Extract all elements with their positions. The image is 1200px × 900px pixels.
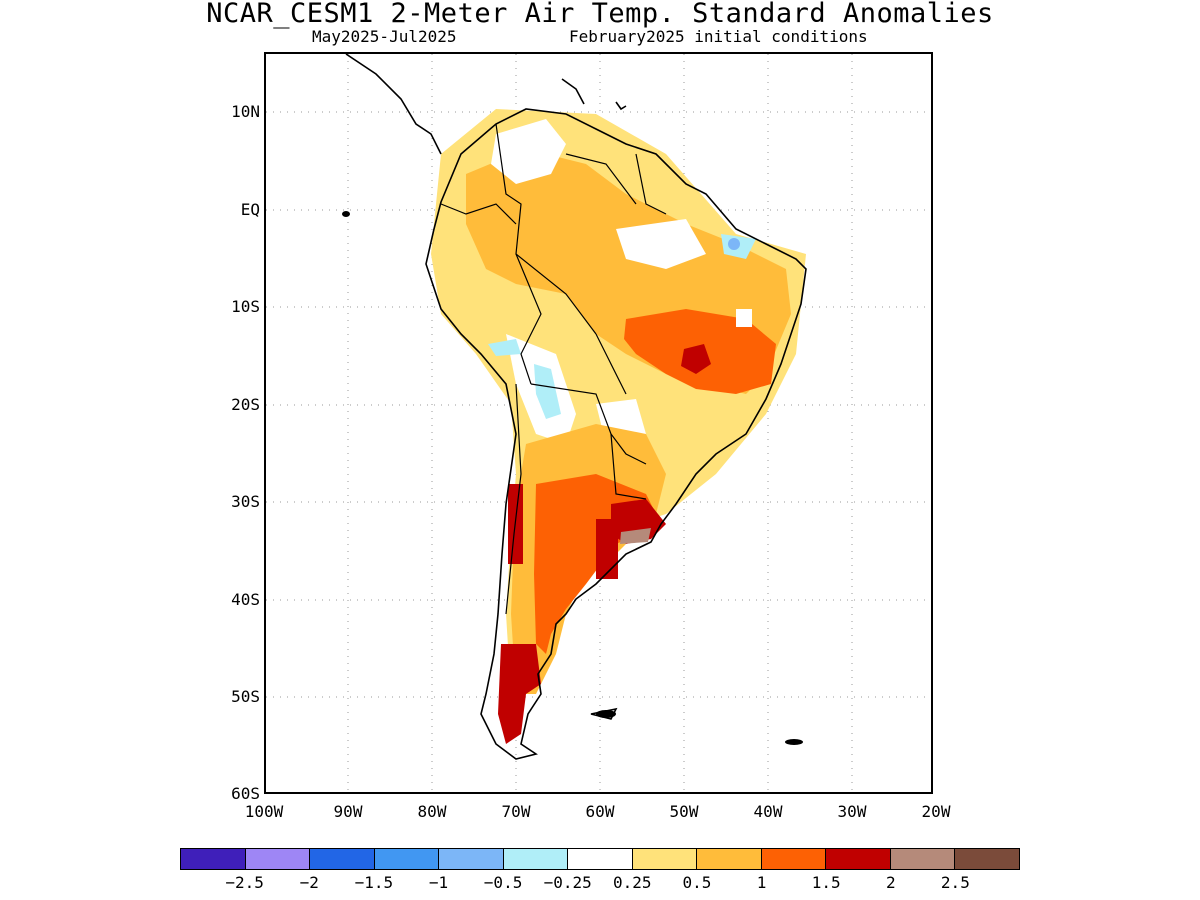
lat-label-60s: 60S [231,784,260,803]
lon-label-30w: 30W [837,802,867,821]
lat-label-50s: 50S [231,687,260,706]
legend-label: −1.5 [354,873,394,892]
legend-swatch [245,849,311,869]
legend-label: 1 [756,873,767,892]
legend-label: 2.5 [940,873,970,892]
anomaly-map [264,52,933,794]
lon-label-60w: 60W [585,802,615,821]
legend-label: −1 [428,873,449,892]
legend-label: −2.5 [225,873,264,892]
legend-swatch [826,849,891,869]
islands [342,211,803,745]
map-canvas [266,54,931,792]
legend-label: −0.5 [483,873,523,892]
legend-swatch [955,849,1019,869]
legend-label: 0.25 [613,873,652,892]
lat-label-10s: 10S [231,297,260,316]
lat-label-30s: 30S [231,492,260,511]
color-legend [180,848,1020,870]
lat-label-40s: 40S [231,590,260,609]
lat-label-20s: 20S [231,395,260,414]
legend-swatch [310,849,375,869]
borders [440,123,667,615]
lon-label-50w: 50W [669,802,699,821]
lon-label-90w: 90W [333,802,363,821]
anomaly-shading [431,109,806,744]
legend-swatch [697,849,762,869]
lat-label-eq: EQ [240,200,260,219]
legend-swatch [890,849,956,869]
legend-swatch [181,849,246,869]
legend-label: −2 [299,873,319,892]
legend-label: 2 [885,873,896,892]
forecast-period: May2025-Jul2025 [312,27,457,46]
legend-label: −0.25 [543,873,592,892]
lon-label-20w: 20W [921,802,951,821]
lon-label-100w: 100W [244,802,284,821]
lon-label-80w: 80W [417,802,447,821]
legend-swatch [568,849,633,869]
legend-swatch [439,849,504,869]
legend-swatch [374,849,440,869]
legend-swatch [632,849,698,869]
legend-swatch [761,849,827,869]
legend-swatch [503,849,569,869]
legend-label: 0.5 [682,873,712,892]
lat-label-10n: 10N [231,102,260,121]
initial-conditions: February2025 initial conditions [569,27,868,46]
chart-title: NCAR_CESM1 2-Meter Air Temp. Standard An… [206,0,994,29]
lon-label-70w: 70W [501,802,531,821]
legend-label: 1.5 [811,873,841,892]
lon-label-40w: 40W [753,802,783,821]
